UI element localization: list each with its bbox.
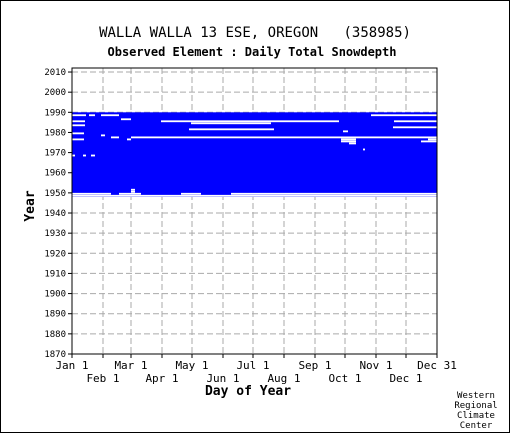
x-tick-label-nov-1: Nov 1 — [359, 359, 392, 372]
missing-segment-17 — [72, 138, 84, 141]
x-tick-label-apr-1: Apr 1 — [145, 372, 178, 385]
missing-segment-21 — [341, 140, 356, 143]
x-tick-label-oct-1: Oct 1 — [328, 372, 361, 385]
missing-segment-6 — [161, 120, 339, 123]
y-tick-label-1970: 1970 — [44, 149, 66, 159]
y-axis-label: Year — [23, 190, 38, 221]
credit-line-2: Regional — [454, 401, 497, 411]
missing-segment-28 — [131, 188, 135, 191]
y-tick-label-1920: 1920 — [44, 249, 66, 259]
y-tick-label-2000: 2000 — [44, 88, 66, 98]
y-tick-label-1950: 1950 — [44, 189, 66, 199]
y-tick-label-1980: 1980 — [44, 128, 66, 138]
missing-segment-2 — [101, 114, 119, 117]
missing-segment-14 — [101, 134, 105, 137]
missing-segment-5 — [72, 120, 85, 123]
missing-segment-32 — [181, 192, 201, 195]
x-tick-label-mar-1: Mar 1 — [114, 359, 147, 372]
y-tick-label-1940: 1940 — [44, 209, 66, 219]
missing-segment-24 — [363, 148, 365, 151]
missing-segment-4 — [121, 118, 131, 121]
missing-segment-13 — [72, 132, 84, 135]
missing-segment-1 — [89, 114, 95, 117]
missing-segment-10 — [393, 126, 437, 129]
missing-segment-0 — [72, 114, 86, 117]
chart-title: WALLA WALLA 13 ESE, OREGON (358985) — [99, 25, 411, 41]
missing-segment-3 — [371, 114, 437, 117]
credit-line-3: Climate — [457, 411, 495, 421]
y-tick-label-2010: 2010 — [44, 68, 66, 78]
missing-segment-11 — [189, 128, 274, 131]
missing-segment-8 — [191, 122, 271, 125]
x-axis-label: Day of Year — [205, 384, 291, 399]
missing-segment-22 — [421, 140, 437, 143]
y-tick-label-1870: 1870 — [44, 350, 66, 360]
y-tick-label-1880: 1880 — [44, 330, 66, 340]
missing-segment-27 — [91, 154, 95, 157]
x-tick-label-jul-1: Jul 1 — [236, 359, 269, 372]
credit-line-1: Western — [457, 391, 495, 401]
missing-segment-34 — [72, 194, 437, 197]
missing-segment-29 — [131, 190, 135, 193]
chart-subtitle: Observed Element : Daily Total Snowdepth — [108, 45, 397, 59]
missing-segment-26 — [83, 154, 86, 157]
missing-segment-31 — [119, 192, 141, 195]
credit-line-4: Center — [460, 421, 493, 431]
missing-segment-16 — [131, 136, 437, 139]
missing-segment-20 — [428, 138, 437, 141]
x-tick-label-jan-1: Jan 1 — [55, 359, 88, 372]
data-band — [72, 112, 437, 197]
x-tick-label-jun-1: Jun 1 — [206, 372, 239, 385]
missing-segment-15 — [111, 136, 119, 139]
missing-segment-18 — [127, 138, 131, 141]
missing-segment-19 — [341, 138, 356, 141]
plot-background — [72, 68, 437, 354]
missing-segment-23 — [349, 142, 356, 145]
missing-segment-12 — [343, 130, 348, 133]
x-tick-label-sep-1: Sep 1 — [298, 359, 331, 372]
y-tick-label-1930: 1930 — [44, 229, 66, 239]
missing-segment-9 — [72, 124, 85, 127]
missing-segment-25 — [72, 154, 75, 157]
y-tick-label-1890: 1890 — [44, 310, 66, 320]
missing-segment-7 — [394, 120, 437, 123]
x-tick-label-aug-1: Aug 1 — [267, 372, 300, 385]
x-tick-label-dec-31: Dec 31 — [417, 359, 457, 372]
plot-area: 1870 1880 1890 1900 1910 1920 1930 1940 1950 1960… — [44, 67, 457, 385]
missing-segment-30 — [72, 192, 111, 195]
y-tick-label-1910: 1910 — [44, 269, 66, 279]
plot-border — [71, 67, 438, 355]
x-tick-label-may-1: May 1 — [175, 359, 208, 372]
x-tick-label-feb-1: Feb 1 — [86, 372, 119, 385]
y-tick-label-1900: 1900 — [44, 290, 66, 300]
credit-block: Western Regional Climate Center — [454, 391, 497, 431]
missing-segment-33 — [231, 192, 437, 195]
x-tick-label-dec-1: Dec 1 — [389, 372, 422, 385]
y-tick-label-1960: 1960 — [44, 169, 66, 179]
y-tick-label-1990: 1990 — [44, 108, 66, 118]
